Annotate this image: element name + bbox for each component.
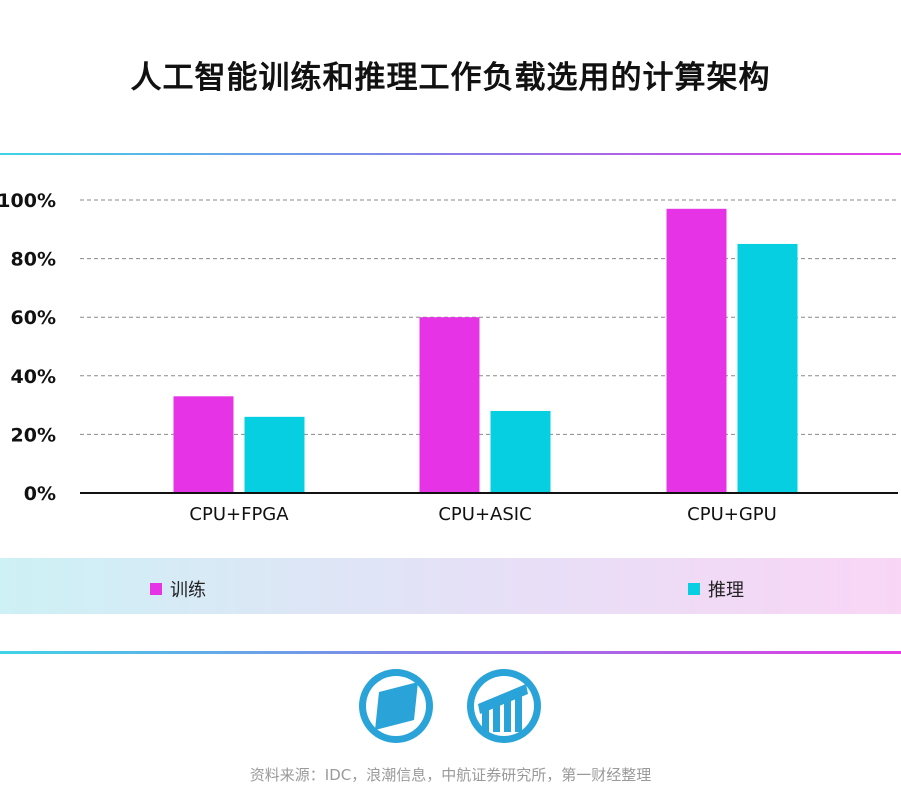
legend-label-training: 训练	[170, 580, 206, 601]
y-tick-label: 80%	[11, 249, 56, 271]
bar-chart-logo-icon	[467, 669, 541, 743]
logos	[359, 669, 541, 743]
legend-swatch-training	[150, 583, 162, 595]
legend: 训练 推理	[0, 558, 901, 614]
y-tick-label: 100%	[0, 190, 56, 212]
bottom-divider	[0, 651, 901, 654]
y-tick-label: 0%	[24, 483, 56, 505]
bar-training	[419, 317, 480, 493]
bar-inference	[490, 410, 551, 493]
y-tick-label: 60%	[11, 307, 56, 329]
chart-title: 人工智能训练和推理工作负载选用的计算架构	[130, 60, 771, 96]
source-note: 资料来源：IDC，浪潮信息，中航证券研究所，第一财经整理	[249, 766, 652, 784]
x-tick-label: CPU+FPGA	[189, 504, 289, 525]
legend-swatch-inference	[688, 583, 700, 595]
bar-training	[666, 208, 727, 493]
bar-inference	[737, 243, 798, 493]
bar-training	[173, 396, 234, 493]
y-tick-label: 40%	[11, 366, 56, 388]
y-tick-label: 20%	[11, 424, 56, 446]
bar-inference	[244, 416, 305, 493]
legend-item-training: 训练	[150, 576, 206, 602]
top-divider	[0, 153, 901, 155]
x-tick-label: CPU+ASIC	[438, 504, 531, 525]
x-tick-label: CPU+GPU	[687, 504, 777, 525]
legend-item-inference: 推理	[688, 576, 744, 602]
bar-chart: 0% 20% 40% 60% 80% 100% CPU+FPGA CPU+ASIC CPU+GP…	[0, 190, 898, 525]
legend-label-inference: 推理	[708, 580, 744, 601]
first-finance-logo-icon	[359, 669, 433, 743]
